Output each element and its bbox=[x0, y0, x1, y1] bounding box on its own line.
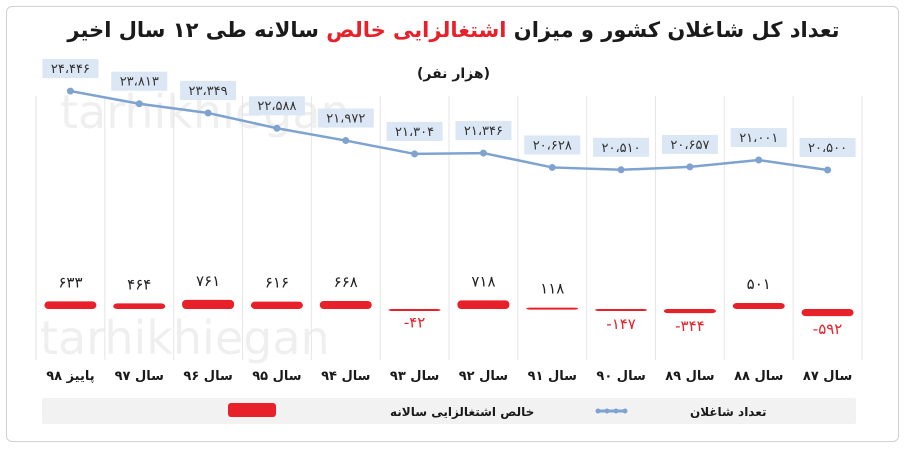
employed-label-box bbox=[799, 138, 856, 157]
employed-label-box bbox=[730, 127, 787, 147]
net-jobs-label: ۴۶۴ bbox=[127, 275, 151, 293]
chart-title: تعداد کل شاغلان کشور و میزان اشتغالزایی … bbox=[0, 18, 907, 42]
employed-point bbox=[686, 163, 694, 171]
legend-net-jobs-swatch bbox=[228, 403, 276, 417]
net-jobs-label: -۴۲ bbox=[404, 314, 426, 332]
category-tick: سال ۸۷ bbox=[803, 369, 852, 384]
employed-point bbox=[135, 100, 143, 108]
chart-subtitle: (هزار نفر) bbox=[417, 66, 490, 82]
legend-employed-dot bbox=[622, 408, 628, 414]
net-jobs-bar bbox=[182, 299, 235, 309]
legend-net-jobs-label: خالص اشتغالزایی سالانه bbox=[390, 405, 534, 419]
category-tick: سال ۹۰ bbox=[596, 369, 645, 384]
category-tick: سال ۹۴ bbox=[321, 369, 370, 384]
net-jobs-bar bbox=[113, 303, 166, 309]
net-jobs-label: ۷۱۸ bbox=[471, 272, 495, 290]
net-jobs-bar bbox=[801, 309, 854, 317]
employed-point bbox=[204, 109, 212, 117]
net-jobs-label: ۶۱۶ bbox=[265, 274, 289, 292]
legend-employed-dot bbox=[604, 408, 610, 414]
employed-label-box bbox=[386, 121, 443, 141]
legend-employed-label: تعداد شاغلان bbox=[690, 405, 767, 419]
employed-label: ۲۰،۶۵۷ bbox=[670, 138, 709, 153]
net-jobs-label: -۱۴۷ bbox=[606, 315, 636, 333]
net-jobs-label: ۶۶۸ bbox=[334, 273, 358, 291]
employed-point bbox=[273, 124, 281, 132]
net-jobs-label: -۵۹۲ bbox=[813, 320, 843, 338]
employed-point bbox=[479, 149, 487, 157]
net-jobs-label: ۶۳۳ bbox=[58, 273, 82, 291]
employed-point bbox=[66, 87, 74, 95]
category-tick: پاییز ۹۸ bbox=[46, 369, 94, 384]
employed-label: ۲۰،۵۰۰ bbox=[808, 141, 847, 156]
employed-point bbox=[617, 166, 625, 174]
net-jobs-label: ۱۱۸ bbox=[540, 280, 564, 298]
net-jobs-label: ۵۰۱ bbox=[747, 275, 771, 293]
employed-label-box bbox=[593, 137, 650, 157]
employed-label-box bbox=[524, 135, 581, 155]
employed-label: ۲۴،۴۴۶ bbox=[51, 62, 90, 77]
employed-label: ۲۰،۵۱۰ bbox=[602, 141, 641, 156]
category-tick: سال ۹۲ bbox=[459, 369, 508, 384]
employed-point bbox=[411, 150, 419, 158]
net-jobs-bar bbox=[44, 301, 97, 309]
employed-label-box bbox=[42, 59, 99, 79]
title-main: تعداد کل شاغلان کشور و میزان bbox=[506, 18, 840, 42]
employed-label: ۲۰،۶۲۸ bbox=[533, 138, 572, 153]
title-highlight: اشتغالزایی خالص bbox=[326, 18, 507, 42]
watermark-bottom: tarhikhiegan bbox=[40, 311, 330, 365]
category-tick: سال ۹۷ bbox=[115, 369, 164, 384]
net-jobs-label: -۳۴۴ bbox=[675, 317, 705, 335]
net-jobs-bar bbox=[388, 309, 441, 311]
employed-label: ۲۳،۳۴۹ bbox=[189, 84, 228, 99]
legend-employed-dot bbox=[613, 408, 619, 414]
net-jobs-bar bbox=[319, 300, 372, 309]
category-tick: سال ۸۹ bbox=[665, 369, 714, 384]
net-jobs-bar bbox=[595, 309, 648, 311]
employed-label-box bbox=[317, 108, 374, 128]
employed-point bbox=[755, 156, 763, 164]
employed-label-box bbox=[248, 96, 305, 116]
category-tick: سال ۹۱ bbox=[528, 369, 577, 384]
category-tick: سال ۹۳ bbox=[390, 369, 439, 384]
net-jobs-bar bbox=[663, 309, 716, 314]
employed-label: ۲۲،۵۸۸ bbox=[257, 99, 296, 114]
employed-point bbox=[824, 166, 832, 174]
employed-label-box bbox=[111, 71, 168, 91]
employed-label-box bbox=[455, 121, 512, 141]
title-tail: سالانه طی ۱۲ سال اخیر bbox=[67, 18, 327, 42]
net-jobs-bar bbox=[250, 301, 303, 309]
employed-label: ۲۱،۹۷۲ bbox=[326, 112, 365, 127]
net-jobs-bar bbox=[732, 302, 785, 309]
net-jobs-bar bbox=[526, 307, 579, 310]
category-tick: سال ۸۸ bbox=[734, 369, 783, 384]
employed-line bbox=[70, 89, 828, 172]
category-tick: سال ۹۵ bbox=[252, 369, 301, 384]
employed-label: ۲۱،۳۰۴ bbox=[395, 125, 434, 140]
employed-label-box bbox=[661, 134, 718, 154]
employed-point bbox=[548, 163, 556, 171]
employed-label: ۲۱،۳۴۶ bbox=[464, 124, 503, 139]
legend-employed-dot bbox=[595, 408, 601, 414]
category-tick: سال ۹۶ bbox=[183, 369, 232, 384]
employed-label: ۲۳،۸۱۳ bbox=[120, 75, 159, 90]
net-jobs-label: ۷۶۱ bbox=[196, 272, 220, 290]
employed-label-box bbox=[180, 81, 237, 101]
employed-label: ۲۱،۰۰۱ bbox=[739, 131, 778, 146]
employed-point bbox=[342, 137, 350, 145]
net-jobs-bar bbox=[457, 300, 510, 309]
